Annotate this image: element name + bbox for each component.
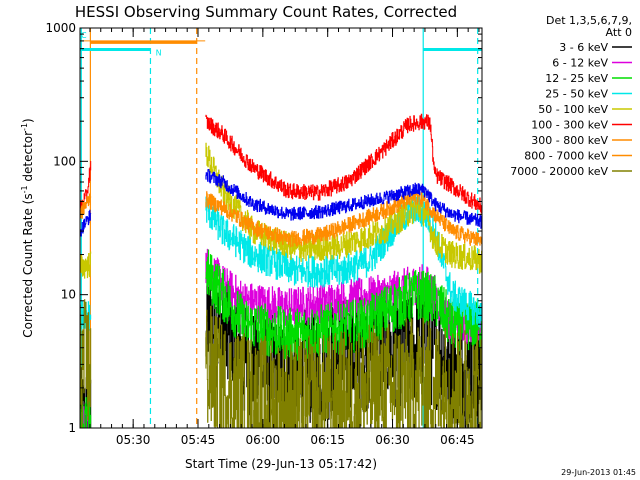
x-tick-label: 06:30 — [375, 433, 410, 447]
legend-entry: 300 - 800 keV — [531, 134, 608, 147]
series-line — [79, 189, 483, 248]
legend-entry: 50 - 100 keV — [538, 103, 608, 116]
legend-header-1: Det 1,3,5,6,7,9, — [546, 14, 632, 27]
x-axis-label: Start Time (29-Jun-13 05:17:42) — [185, 457, 377, 471]
series-line — [79, 142, 483, 279]
legend-entry: 800 - 7000 keV — [524, 150, 608, 163]
corner-annotation: C — [81, 31, 87, 40]
legend-entry: 3 - 6 keV — [559, 41, 608, 54]
y-tick-label: 10 — [61, 288, 76, 302]
x-tick-label: 06:15 — [310, 433, 345, 447]
legend-entry: 6 - 12 keV — [552, 57, 608, 70]
y-axis-label-main: Corrected Count Rate (s — [21, 193, 35, 337]
legend-entry: 25 - 50 keV — [545, 88, 608, 101]
y-axis-label-mid: detector — [21, 131, 35, 186]
y-tick-label: 1000 — [45, 21, 76, 35]
y-axis-label-exp2: -1 — [20, 123, 29, 131]
legend-entry: 100 - 300 keV — [531, 119, 608, 132]
series-line — [79, 113, 483, 214]
x-axis-ticks: 05:30 05:45 06:00 06:15 06:30 06:45 — [89, 28, 480, 447]
legend-entry: 12 - 25 keV — [545, 72, 608, 85]
series-line — [79, 169, 483, 237]
footer-date: 29-Jun-2013 01:45 — [561, 468, 636, 477]
series-lines — [79, 40, 483, 429]
plot-frame — [79, 27, 483, 429]
y-axis-label-end: ) — [21, 118, 35, 123]
x-tick-label: 06:00 — [246, 433, 281, 447]
axes — [79, 27, 483, 429]
chart-title: HESSI Observing Summary Count Rates, Cor… — [75, 3, 457, 21]
y-tick-label: 1 — [68, 421, 76, 435]
y-tick-label: 100 — [53, 154, 76, 168]
top-bars: NC — [80, 31, 482, 57]
y-axis-label-exp1: -1 — [20, 185, 29, 193]
x-tick-label: 05:45 — [181, 433, 216, 447]
y-axis-label: Corrected Count Rate (s-1 detector-1) — [20, 118, 35, 337]
x-tick-label: 05:30 — [116, 433, 151, 447]
y-axis-ticks: 1 10 100 1000 — [45, 21, 482, 435]
x-tick-label: 06:45 — [440, 433, 475, 447]
legend: Det 1,3,5,6,7,9, Att 0 3 - 6 keV 6 - 12 k… — [510, 14, 632, 178]
legend-entry: 7000 - 20000 keV — [510, 165, 608, 178]
legend-header-2: Att 0 — [606, 26, 632, 39]
bar-annotation: N — [156, 48, 162, 57]
